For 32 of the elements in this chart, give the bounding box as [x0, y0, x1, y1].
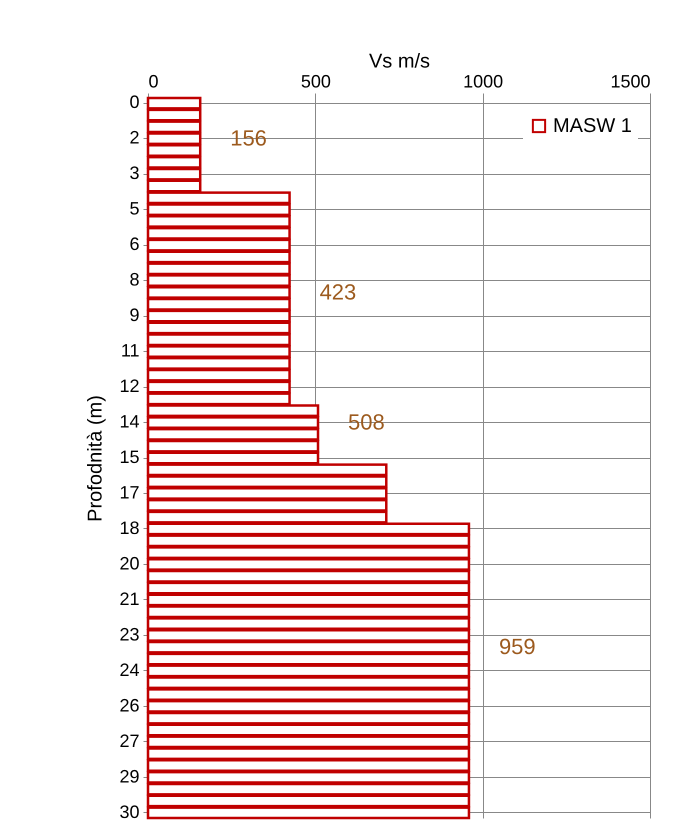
- data-label: 508: [348, 410, 385, 435]
- y-tick-label: 24: [119, 660, 140, 680]
- x-tick-label: 1500: [610, 72, 650, 92]
- y-tick-label: 23: [119, 624, 140, 644]
- y-tick-label: 26: [119, 695, 140, 716]
- y-tick-label: 2: [129, 128, 140, 148]
- x-tick-label: 0: [148, 72, 159, 92]
- legend-label: MASW 1: [553, 115, 632, 137]
- x-tick-label: 500: [300, 72, 331, 92]
- y-tick-label: 17: [119, 482, 140, 502]
- y-tick-label: 14: [119, 412, 140, 432]
- x-axis-title: Vs m/s: [368, 50, 430, 72]
- data-label: 156: [230, 126, 267, 151]
- y-tick-label: 6: [129, 234, 140, 254]
- y-tick-label: 0: [129, 92, 140, 112]
- y-tick-label: 20: [119, 553, 140, 574]
- data-label: 959: [498, 634, 536, 660]
- y-tick-label: 12: [119, 376, 140, 396]
- y-tick-label: 21: [119, 588, 140, 609]
- x-tick-label: 1000: [463, 72, 504, 92]
- y-tick-label: 18: [119, 518, 140, 538]
- y-axis-title: Profodnità (m): [84, 395, 106, 522]
- y-tick-label: 11: [120, 340, 140, 361]
- data-label: 423: [320, 279, 356, 304]
- y-tick-label: 30: [119, 802, 140, 822]
- y-tick-label: 5: [129, 198, 140, 219]
- y-tick-label: 9: [129, 305, 140, 326]
- y-tick-label: 15: [119, 447, 140, 467]
- y-tick-label: 8: [129, 270, 140, 290]
- y-tick-label: 3: [129, 163, 140, 184]
- y-tick-label: 29: [119, 766, 140, 786]
- y-tick-label: 27: [119, 730, 140, 751]
